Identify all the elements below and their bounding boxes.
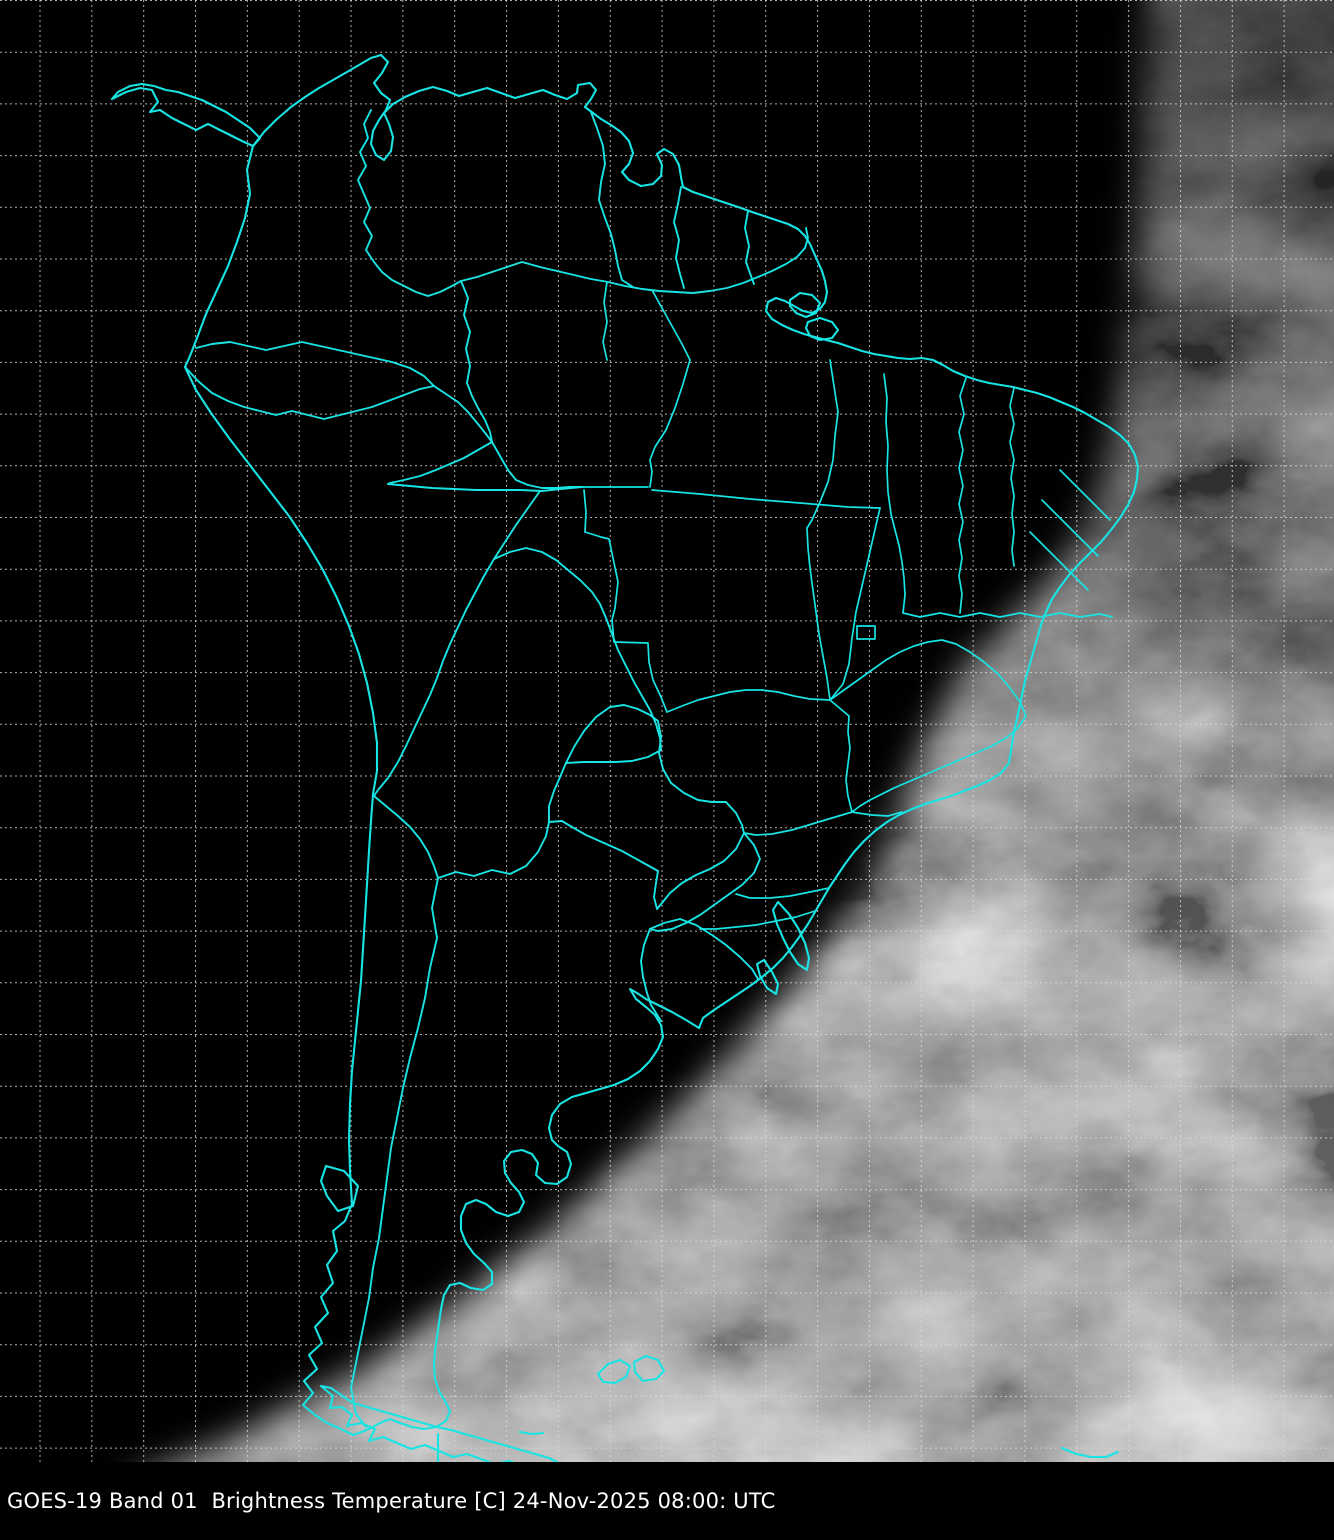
geo-colombia-ecuador [195, 341, 435, 387]
geo-sp-pr-line [743, 811, 853, 836]
geo-peru-brazil-acre [387, 483, 583, 492]
geo-chile-argentina [350, 877, 439, 1428]
geo-distrito-federal-box [856, 625, 876, 640]
geo-sc-rs-line [699, 910, 816, 930]
geo-colombia-peru [433, 385, 493, 443]
geo-colombia-venezuela [357, 109, 462, 297]
geo-suriname-guiana [744, 210, 755, 285]
geo-am-pa-long-diagonal [649, 359, 691, 488]
geo-leticia-link [491, 441, 583, 489]
geo-brazil-north-border [539, 227, 809, 294]
geo-south-georgia-arc [1060, 1446, 1120, 1459]
geo-argentina-brazil [649, 832, 761, 932]
country-borders-layer [184, 109, 809, 1428]
geo-rondonia-line [583, 489, 668, 713]
geo-peru-brazil-javari [387, 441, 493, 485]
geo-paraguay-east [657, 720, 745, 834]
geo-ecuador-peru [184, 366, 435, 420]
geo-falkland-west [596, 1358, 632, 1385]
geo-pr-sc-line [735, 887, 830, 899]
geo-pi-ce-line [958, 377, 967, 614]
geo-minas-gerais-north [829, 639, 1027, 813]
geo-chiloe-island [319, 1164, 360, 1213]
geo-bolivia-paraguay [548, 762, 567, 823]
geo-venezuela-brazil [460, 261, 541, 282]
geo-guyana-suriname [673, 186, 685, 289]
geo-caribbean-atlantic-coast [251, 53, 1140, 1030]
geo-colombia-brazil [460, 280, 493, 443]
geo-uruguay-river [640, 928, 662, 1022]
geo-pa-to-line [806, 359, 839, 701]
geo-pb-pe-line [1041, 499, 1099, 557]
geo-isla-estados [518, 1430, 545, 1436]
geo-paraguay-north [565, 704, 659, 764]
geo-bolivia-chile [373, 795, 439, 879]
geo-am-pa-vertical [602, 281, 608, 361]
geo-tierra-del-fuego [319, 1384, 560, 1462]
geo-bolivia-argentina [437, 821, 550, 879]
geo-mt-go-diagonal [829, 507, 881, 701]
geo-falkland-east [632, 1354, 666, 1383]
geo-ma-pi-line [883, 373, 906, 614]
geo-lagoa-mirim [755, 958, 780, 996]
caption-bar: GOES-19 Band 01 Brightness Temperature [… [0, 1462, 1334, 1540]
geo-pacific-coast [183, 144, 379, 1437]
satellite-map [0, 0, 1334, 1462]
geo-marajo-island-b [804, 316, 840, 342]
geo-sp-rj-link [851, 811, 903, 817]
geo-pa-rr-diagonal [651, 289, 691, 361]
geo-venezuela-guyana [590, 111, 634, 288]
geo-ce-pe-line [1009, 387, 1015, 567]
geo-rn-pb-line [1059, 469, 1111, 521]
geo-paraguay-pilcomayo [548, 820, 659, 872]
geo-mt-south-line [666, 689, 831, 713]
graticule-grid [0, 0, 1334, 1462]
geo-argentina-atlantic-coast [351, 987, 701, 1437]
geo-paraguay-south [653, 832, 745, 910]
geo-ba-north-line [902, 612, 1113, 618]
caption-text: GOES-19 Band 01 Brightness Temperature [… [7, 1489, 776, 1513]
geo-peru-bolivia [373, 490, 541, 797]
geo-pe-al-line [1029, 531, 1089, 591]
day-night-terminator [0, 0, 1334, 1462]
geo-minas-gerais-west [829, 699, 853, 813]
coastlines-layer [110, 53, 1140, 1462]
day-brightness-lift [0, 0, 1334, 1462]
geo-marajo-island-a [788, 291, 822, 319]
geo-am-mt-straight [651, 489, 881, 509]
geo-lagoa-dos-patos [771, 900, 811, 972]
state-borders-layer [581, 281, 1113, 930]
map-area [0, 0, 1334, 1462]
geo-uruguay-brazil [649, 918, 759, 980]
geo-bolivia-brazil [493, 547, 662, 764]
